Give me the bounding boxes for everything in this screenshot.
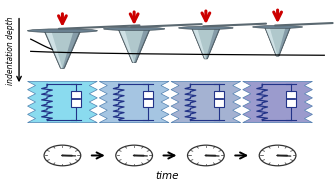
Polygon shape (134, 29, 149, 63)
Polygon shape (44, 31, 81, 68)
Ellipse shape (179, 26, 233, 29)
Circle shape (116, 145, 152, 166)
Polygon shape (62, 31, 80, 68)
Polygon shape (265, 27, 290, 56)
Text: indentation depth: indentation depth (6, 16, 15, 85)
Circle shape (133, 155, 135, 156)
Bar (71, 91, 81, 107)
Polygon shape (171, 81, 241, 123)
Polygon shape (264, 27, 291, 56)
Circle shape (44, 145, 81, 166)
Circle shape (259, 145, 296, 166)
Polygon shape (192, 28, 219, 59)
Text: time: time (156, 171, 179, 181)
Polygon shape (119, 29, 149, 63)
Polygon shape (45, 31, 62, 68)
Polygon shape (265, 27, 278, 56)
Circle shape (276, 155, 279, 156)
Ellipse shape (253, 26, 303, 28)
Polygon shape (118, 29, 150, 63)
Polygon shape (119, 29, 134, 63)
Polygon shape (27, 81, 97, 123)
Ellipse shape (27, 29, 97, 33)
Circle shape (61, 155, 64, 156)
Ellipse shape (104, 27, 165, 31)
Polygon shape (192, 28, 220, 59)
Circle shape (188, 145, 224, 166)
Bar (214, 91, 224, 107)
Polygon shape (243, 81, 313, 123)
Bar (286, 91, 296, 107)
Circle shape (205, 155, 207, 156)
Polygon shape (206, 28, 219, 59)
Polygon shape (278, 27, 290, 56)
Bar (143, 91, 153, 107)
Polygon shape (99, 81, 169, 123)
Polygon shape (192, 28, 206, 59)
Polygon shape (45, 31, 80, 68)
